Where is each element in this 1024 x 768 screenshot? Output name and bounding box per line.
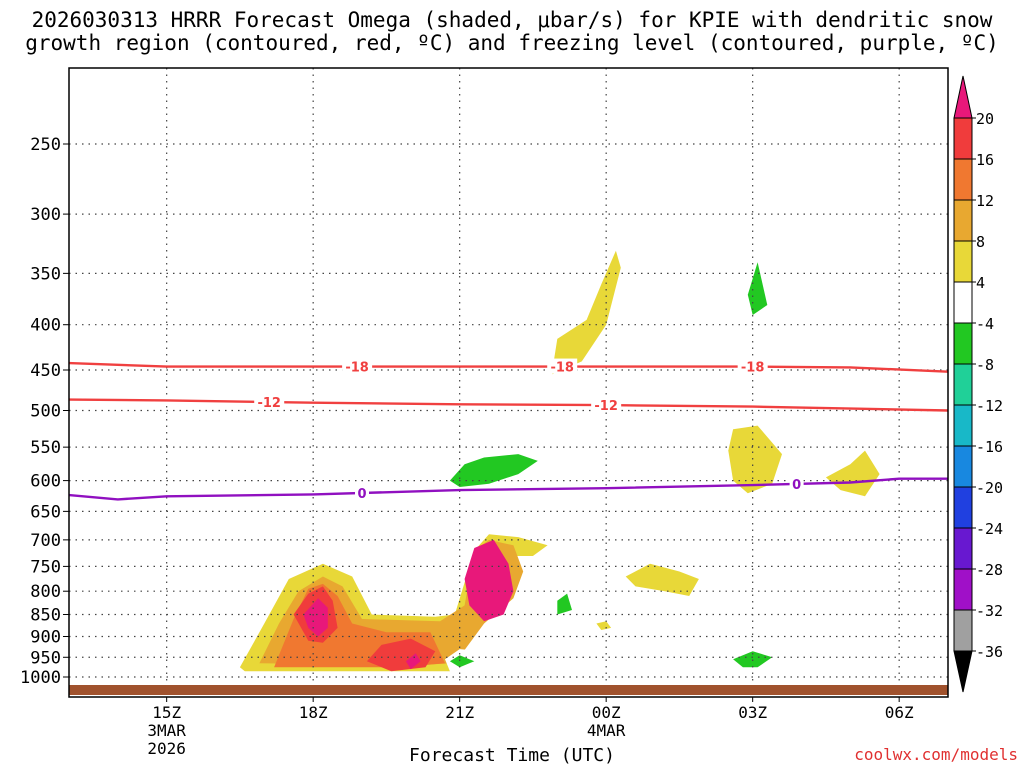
chart-title-line-2: growth region (contoured, red, ºC) and f…	[25, 31, 999, 55]
colorbar-swatch-5	[953, 322, 973, 365]
y-tick-label-750: 750	[30, 557, 61, 577]
omega-region-magenta-1	[405, 653, 421, 670]
omega-region-green-5	[655, 623, 851, 676]
colorbar-label-3: 8	[976, 233, 985, 251]
y-tick-label-900: 900	[30, 627, 61, 647]
x-tick-label-00Z: 00Z	[592, 703, 621, 722]
contour-label-bg-dgz-upper-0	[342, 358, 373, 374]
colorbar-label-4: 4	[976, 274, 985, 292]
colorbar-swatch-12	[953, 609, 973, 652]
contour-label-dgz-upper-1: -18	[550, 361, 574, 376]
contour-freezing-level	[69, 477, 948, 501]
x-tick-sublabel-2026: 2026	[147, 739, 186, 758]
contour-label-dgz-lower-0: -12	[257, 396, 281, 411]
ground-surface	[69, 685, 948, 695]
contour-label-dgz-upper-0: -18	[345, 361, 369, 376]
y-tick-label-700: 700	[30, 531, 61, 551]
y-tick-label-350: 350	[30, 264, 61, 284]
y-tick-label-800: 800	[30, 582, 61, 602]
colorbar-swatch-9	[953, 486, 973, 529]
contour-label-freezing-level-0: 0	[357, 487, 366, 502]
omega-region-cyan-1	[747, 262, 768, 315]
colorbar-swatch-8	[953, 445, 973, 488]
y-tick-label-500: 500	[30, 402, 61, 422]
y-tick-label-250: 250	[30, 135, 61, 155]
colorbar-swatch-11	[953, 568, 973, 611]
colorbar-label-11: -28	[976, 561, 1003, 579]
x-tick-sublabel-3MAR: 3MAR	[147, 721, 186, 740]
y-tick-label-600: 600	[30, 472, 61, 492]
colorbar-swatch-4	[953, 281, 973, 324]
contour-label-dgz-lower-1: -12	[594, 399, 618, 414]
omega-region-yellow-3	[825, 450, 880, 497]
x-tick-sublabel-4MAR: 4MAR	[587, 721, 626, 740]
omega-region-cyan-2	[557, 593, 572, 615]
x-tick-label-06Z: 06Z	[885, 703, 914, 722]
omega-region-yellow-2	[728, 425, 782, 494]
omega-region-magenta-2	[464, 539, 514, 622]
x-tick-label-18Z: 18Z	[299, 703, 328, 722]
omega-region-yellow-1	[552, 250, 621, 375]
colorbar-label-1: 16	[976, 151, 994, 169]
y-tick-label-650: 650	[30, 502, 61, 522]
contour-dgz-upper	[69, 361, 948, 373]
y-tick-label-1000: 1000	[20, 668, 61, 688]
omega-region-green-6	[874, 659, 914, 668]
colorbar-label-12: -32	[976, 602, 1003, 620]
colorbar-top-arrow	[953, 75, 973, 119]
contour-dgz-lower	[69, 398, 948, 412]
x-tick-label-03Z: 03Z	[738, 703, 767, 722]
colorbar-bottom-arrow	[953, 650, 973, 693]
x-tick-label-15Z: 15Z	[152, 703, 181, 722]
y-tick-label-550: 550	[30, 438, 61, 458]
colorbar-label-10: -24	[976, 520, 1003, 538]
contour-label-bg-dgz-upper-1	[547, 358, 578, 374]
y-tick-label-450: 450	[30, 361, 61, 381]
y-tick-label-300: 300	[30, 205, 61, 225]
colorbar-label-6: -8	[976, 356, 994, 374]
omega-region-green-0	[108, 644, 211, 672]
omega-region-cyan-4	[733, 651, 773, 668]
chart-title-line-1: 2026030313 HRRR Forecast Omega (shaded, …	[31, 8, 993, 32]
omega-region-cyan-3	[449, 655, 475, 668]
plot-frame	[68, 67, 949, 698]
colorbar-swatch-3	[953, 240, 973, 283]
colorbar-label-7: -12	[976, 397, 1003, 415]
x-tick-label-21Z: 21Z	[445, 703, 474, 722]
colorbar-label-0: 20	[976, 110, 994, 128]
omega-region-magenta-0	[303, 598, 328, 637]
contour-label-bg-freezing-level-0	[355, 484, 369, 500]
omega-region-cyan-0	[449, 454, 538, 487]
source-credit: coolwx.com/models	[854, 745, 1018, 764]
colorbar-swatch-1	[953, 158, 973, 201]
y-tick-label-400: 400	[30, 316, 61, 336]
colorbar-label-9: -20	[976, 479, 1003, 497]
omega-region-yellow-5	[596, 621, 612, 630]
omega-region-yellow-4	[625, 563, 699, 596]
contour-label-dgz-upper-2: -18	[741, 361, 765, 376]
colorbar-label-2: 12	[976, 192, 994, 210]
colorbar-label-5: -4	[976, 315, 994, 333]
y-tick-label-850: 850	[30, 606, 61, 626]
contour-label-bg-dgz-lower-1	[591, 397, 622, 413]
contour-label-bg-dgz-lower-0	[254, 394, 285, 410]
colorbar-swatch-2	[953, 199, 973, 242]
contour-label-bg-freezing-level-1	[789, 475, 804, 491]
y-tick-label-950: 950	[30, 648, 61, 668]
colorbar-swatch-6	[953, 363, 973, 406]
colorbar-swatch-10	[953, 527, 973, 570]
colorbar-label-8: -16	[976, 438, 1003, 456]
colorbar-swatch-7	[953, 404, 973, 447]
contour-label-freezing-level-1: 0	[792, 478, 801, 493]
contour-label-bg-dgz-upper-2	[737, 358, 768, 374]
colorbar-swatch-0	[953, 117, 973, 160]
x-axis-label: Forecast Time (UTC)	[409, 745, 615, 766]
colorbar-label-13: -36	[976, 643, 1003, 661]
